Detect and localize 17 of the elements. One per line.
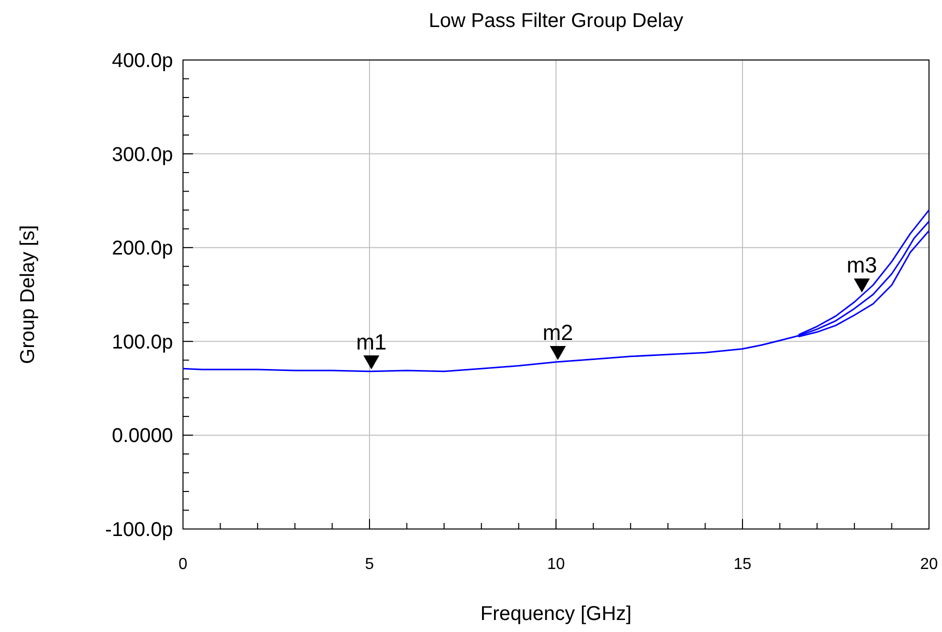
x-tick-label: 10 <box>547 556 565 573</box>
y-axis-title: Group Delay [s] <box>17 225 39 364</box>
x-tick-label: 20 <box>920 556 938 573</box>
x-tick-label: 5 <box>365 556 374 573</box>
annotation: m3 <box>846 252 878 278</box>
chart-title: Low Pass Filter Group Delay <box>428 10 684 32</box>
y-tick-label: 400.0p <box>112 50 173 72</box>
x-axis-title: Frequency [GHz] <box>480 603 632 625</box>
x-tick-label: 15 <box>734 556 752 573</box>
y-tick-label: 200.0p <box>112 238 173 260</box>
annotation: m1 <box>356 329 387 354</box>
y-tick-label: 0.0000 <box>112 425 173 448</box>
y-tick-label: 100.0p <box>112 331 173 354</box>
x-tick-label: 0 <box>178 556 188 573</box>
y-tick-label: -100.0p <box>105 519 173 541</box>
y-tick-label: 300.0p <box>112 144 173 166</box>
annotation: m2 <box>542 320 574 346</box>
